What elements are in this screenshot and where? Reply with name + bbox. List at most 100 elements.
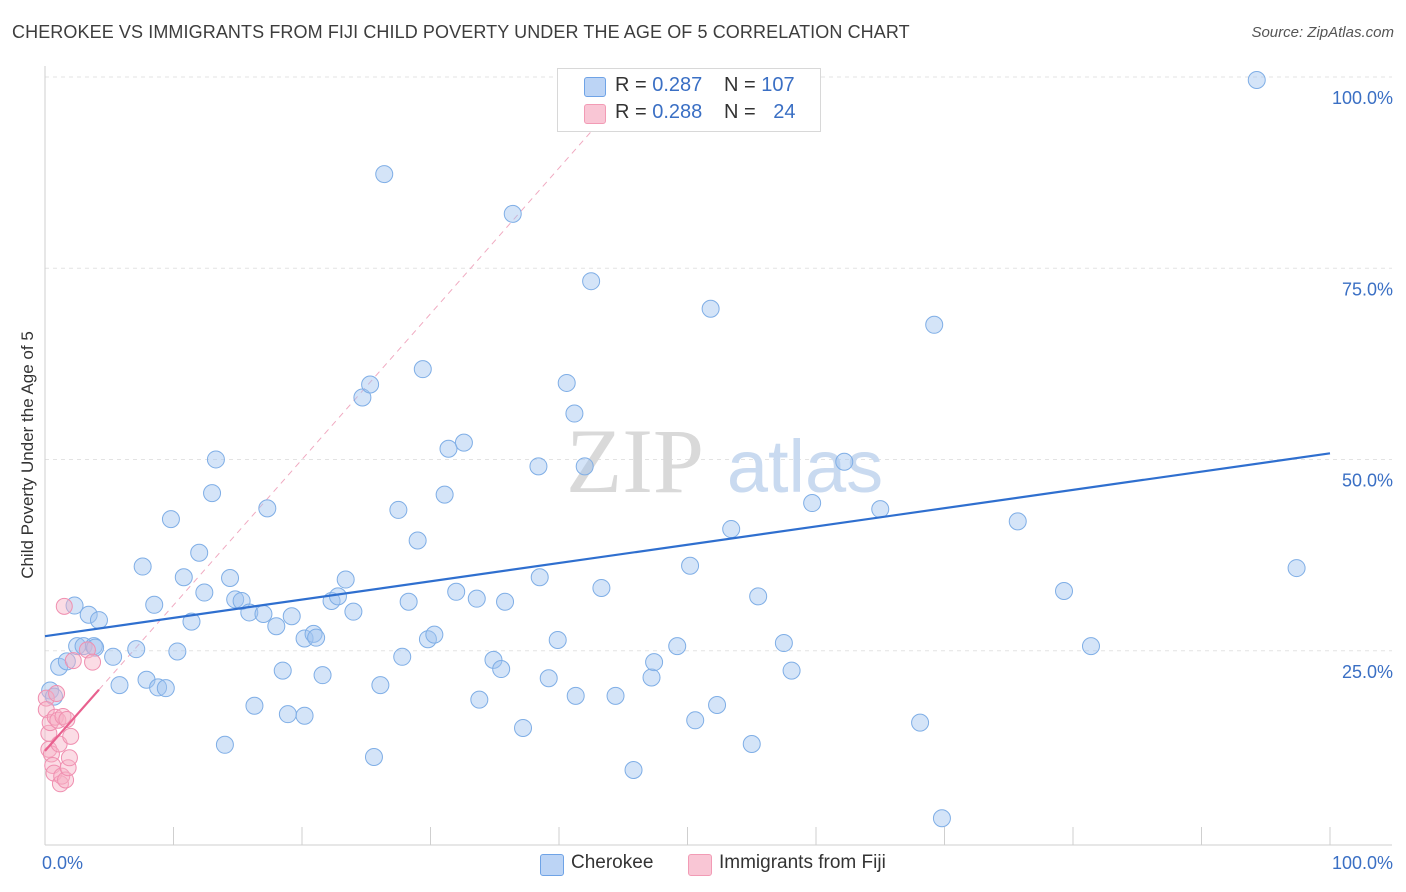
cherokee-point <box>529 457 548 476</box>
cherokee-point <box>624 761 643 780</box>
fiji-trend-line <box>44 688 100 752</box>
cherokee-point <box>835 452 854 471</box>
cherokee-point <box>454 433 473 452</box>
cherokee-point <box>530 568 549 587</box>
cherokee-point <box>749 587 768 606</box>
cherokee-point <box>645 653 664 672</box>
trend-lines <box>44 452 1331 752</box>
cherokee-point <box>418 630 437 649</box>
cherokee-point <box>364 748 383 767</box>
cherokee-trend-line <box>44 452 1331 638</box>
cherokee-point <box>782 661 801 680</box>
cherokee-point <box>575 457 594 476</box>
fiji-swatch <box>584 104 606 124</box>
series-legend: Cherokee Immigrants from Fiji <box>0 852 1406 878</box>
cherokee-point <box>496 592 515 611</box>
cherokee-point <box>168 642 187 661</box>
cherokee-point <box>226 590 245 609</box>
fiji-point <box>55 597 73 615</box>
cherokee-point <box>307 628 326 647</box>
watermark-atlas: atlas <box>727 425 883 508</box>
cherokee-point <box>195 583 214 602</box>
cherokee-point <box>1008 512 1027 531</box>
cherokee-point <box>399 592 418 611</box>
cherokee-point <box>295 706 314 725</box>
cherokee-point <box>273 661 292 680</box>
cherokee-point <box>215 735 234 754</box>
cherokee-point <box>278 705 297 724</box>
cherokee-point <box>514 718 533 737</box>
axes <box>44 66 1392 846</box>
x-tick-label: 100.0% <box>1332 853 1393 873</box>
cherokee-point <box>89 611 108 630</box>
cherokee-point <box>182 612 201 631</box>
tick-labels: 25.0% 50.0% 75.0% 100.0% 0.0% 100.0% <box>42 88 1393 873</box>
cherokee-point <box>774 634 793 653</box>
cherokee-point <box>245 696 264 715</box>
cherokee-point <box>932 809 951 828</box>
cherokee-point <box>1247 71 1266 89</box>
cherokee-point <box>371 676 390 695</box>
cherokee-point <box>133 557 152 576</box>
cherokee-point <box>206 450 225 469</box>
cherokee-point <box>190 543 209 562</box>
cherokee-point <box>742 735 761 754</box>
cherokee-point <box>145 595 164 614</box>
cherokee-point <box>408 531 427 550</box>
cherokee-point <box>389 500 408 519</box>
cherokee-point <box>492 660 511 679</box>
cherokee-point <box>642 668 661 687</box>
cherokee-point <box>470 690 489 709</box>
cherokee-point <box>203 484 222 503</box>
legend-n-label: N = <box>724 74 762 96</box>
cherokee-point <box>258 499 277 518</box>
legend-n-value: 24 <box>773 101 796 123</box>
cherokee-point <box>127 640 146 659</box>
cherokee-point <box>1287 559 1306 578</box>
legend-r-value: 0.287 <box>652 74 703 96</box>
cherokee-point <box>911 713 930 732</box>
cherokee-point <box>722 520 741 539</box>
legend-n-value: 107 <box>761 74 795 96</box>
cherokee-point <box>566 686 585 705</box>
cherokee-point <box>79 605 98 624</box>
y-tick-label: 100.0% <box>1332 88 1393 108</box>
fiji-swatch <box>688 854 712 876</box>
cherokee-point <box>313 666 332 685</box>
y-tick-label: 75.0% <box>1342 279 1393 299</box>
cherokee-point <box>548 630 567 649</box>
cherokee-point <box>361 375 380 394</box>
legend-r-value: 0.288 <box>652 101 703 123</box>
cherokee-point <box>668 637 687 656</box>
cherokee-point <box>439 439 458 458</box>
cherokee-point <box>686 711 705 730</box>
cherokee-point <box>701 299 720 318</box>
cherokee-point <box>375 165 394 184</box>
cherokee-point <box>413 360 432 379</box>
y-tick-label: 50.0% <box>1342 471 1393 491</box>
cherokee-point <box>539 669 558 688</box>
cherokee-swatch <box>540 854 564 876</box>
cherokee-point <box>425 625 444 644</box>
fiji-point <box>40 740 58 758</box>
cherokee-point <box>681 556 700 575</box>
fiji-trend-extension <box>98 79 638 691</box>
cherokee-point <box>565 404 584 423</box>
fiji-point <box>84 653 102 671</box>
cherokee-point <box>447 582 466 601</box>
grid-lines <box>45 76 1392 652</box>
fiji-point <box>62 727 80 745</box>
cherokee-point <box>267 617 286 636</box>
fiji-trend-dashed <box>98 79 638 691</box>
cherokee-point <box>149 678 168 697</box>
cherokee-point <box>254 604 273 623</box>
cherokee-point <box>221 569 240 588</box>
watermark-zip: ZIP <box>566 410 704 512</box>
cherokee-point <box>467 589 486 608</box>
cherokee-point <box>592 578 611 597</box>
legend-n-label: N = <box>724 101 762 123</box>
cherokee-point <box>803 494 822 513</box>
legend-label-cherokee: Cherokee <box>571 852 654 873</box>
cherokee-point <box>557 373 576 392</box>
